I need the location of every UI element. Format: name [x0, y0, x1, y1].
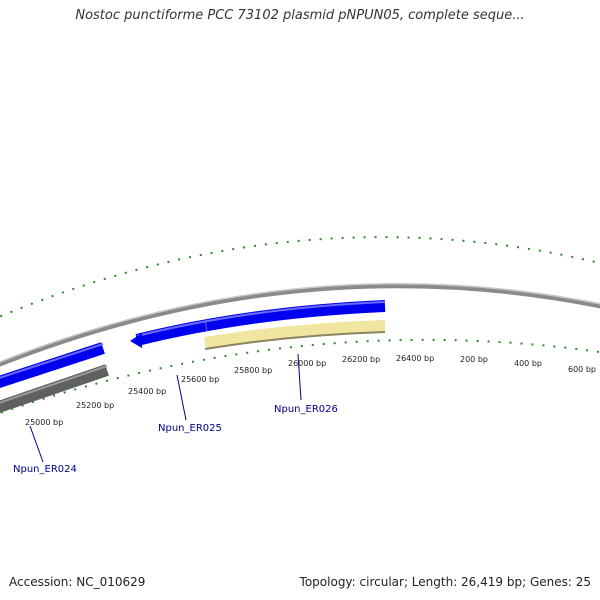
leader-line-Npun_ER026	[297, 353, 302, 401]
tick-label: 26000 bp	[288, 359, 326, 368]
leader-line-Npun_ER024	[29, 425, 44, 463]
tick-label: 600 bp	[568, 365, 596, 374]
gene-label-Npun_ER026[interactable]: Npun_ER026	[274, 404, 338, 415]
gene-label-Npun_ER024[interactable]: Npun_ER024	[13, 464, 77, 475]
gene-arc-blue-left	[0, 342, 105, 389]
tick-label: 26400 bp	[396, 354, 434, 363]
tick-label: 25400 bp	[128, 387, 166, 396]
tick-label: 400 bp	[514, 359, 542, 368]
backbone-ring	[0, 283, 600, 367]
tick-label: 25800 bp	[234, 366, 272, 375]
map-title: Nostoc punctiforme PCC 73102 plasmid pNP…	[75, 8, 525, 23]
tick-label: 25000 bp	[25, 418, 63, 427]
tick-label: 26200 bp	[342, 355, 380, 364]
gene-arc-Npun_ER024	[0, 364, 109, 413]
accession-label: Accession: NC_010629	[9, 575, 146, 589]
leader-line-Npun_ER025	[176, 374, 187, 421]
gene-arc-Npun_ER026	[204, 320, 386, 349]
gene-arc-Npun_ER025	[135, 300, 386, 346]
gene-label-Npun_ER025[interactable]: Npun_ER025	[158, 423, 222, 434]
tick-label: 25600 bp	[181, 375, 219, 384]
tick-label: 25200 bp	[76, 401, 114, 410]
outer-gc-ring	[0, 236, 600, 318]
summary-label: Topology: circular; Length: 26,419 bp; G…	[299, 575, 591, 589]
tick-label: 200 bp	[460, 355, 488, 364]
